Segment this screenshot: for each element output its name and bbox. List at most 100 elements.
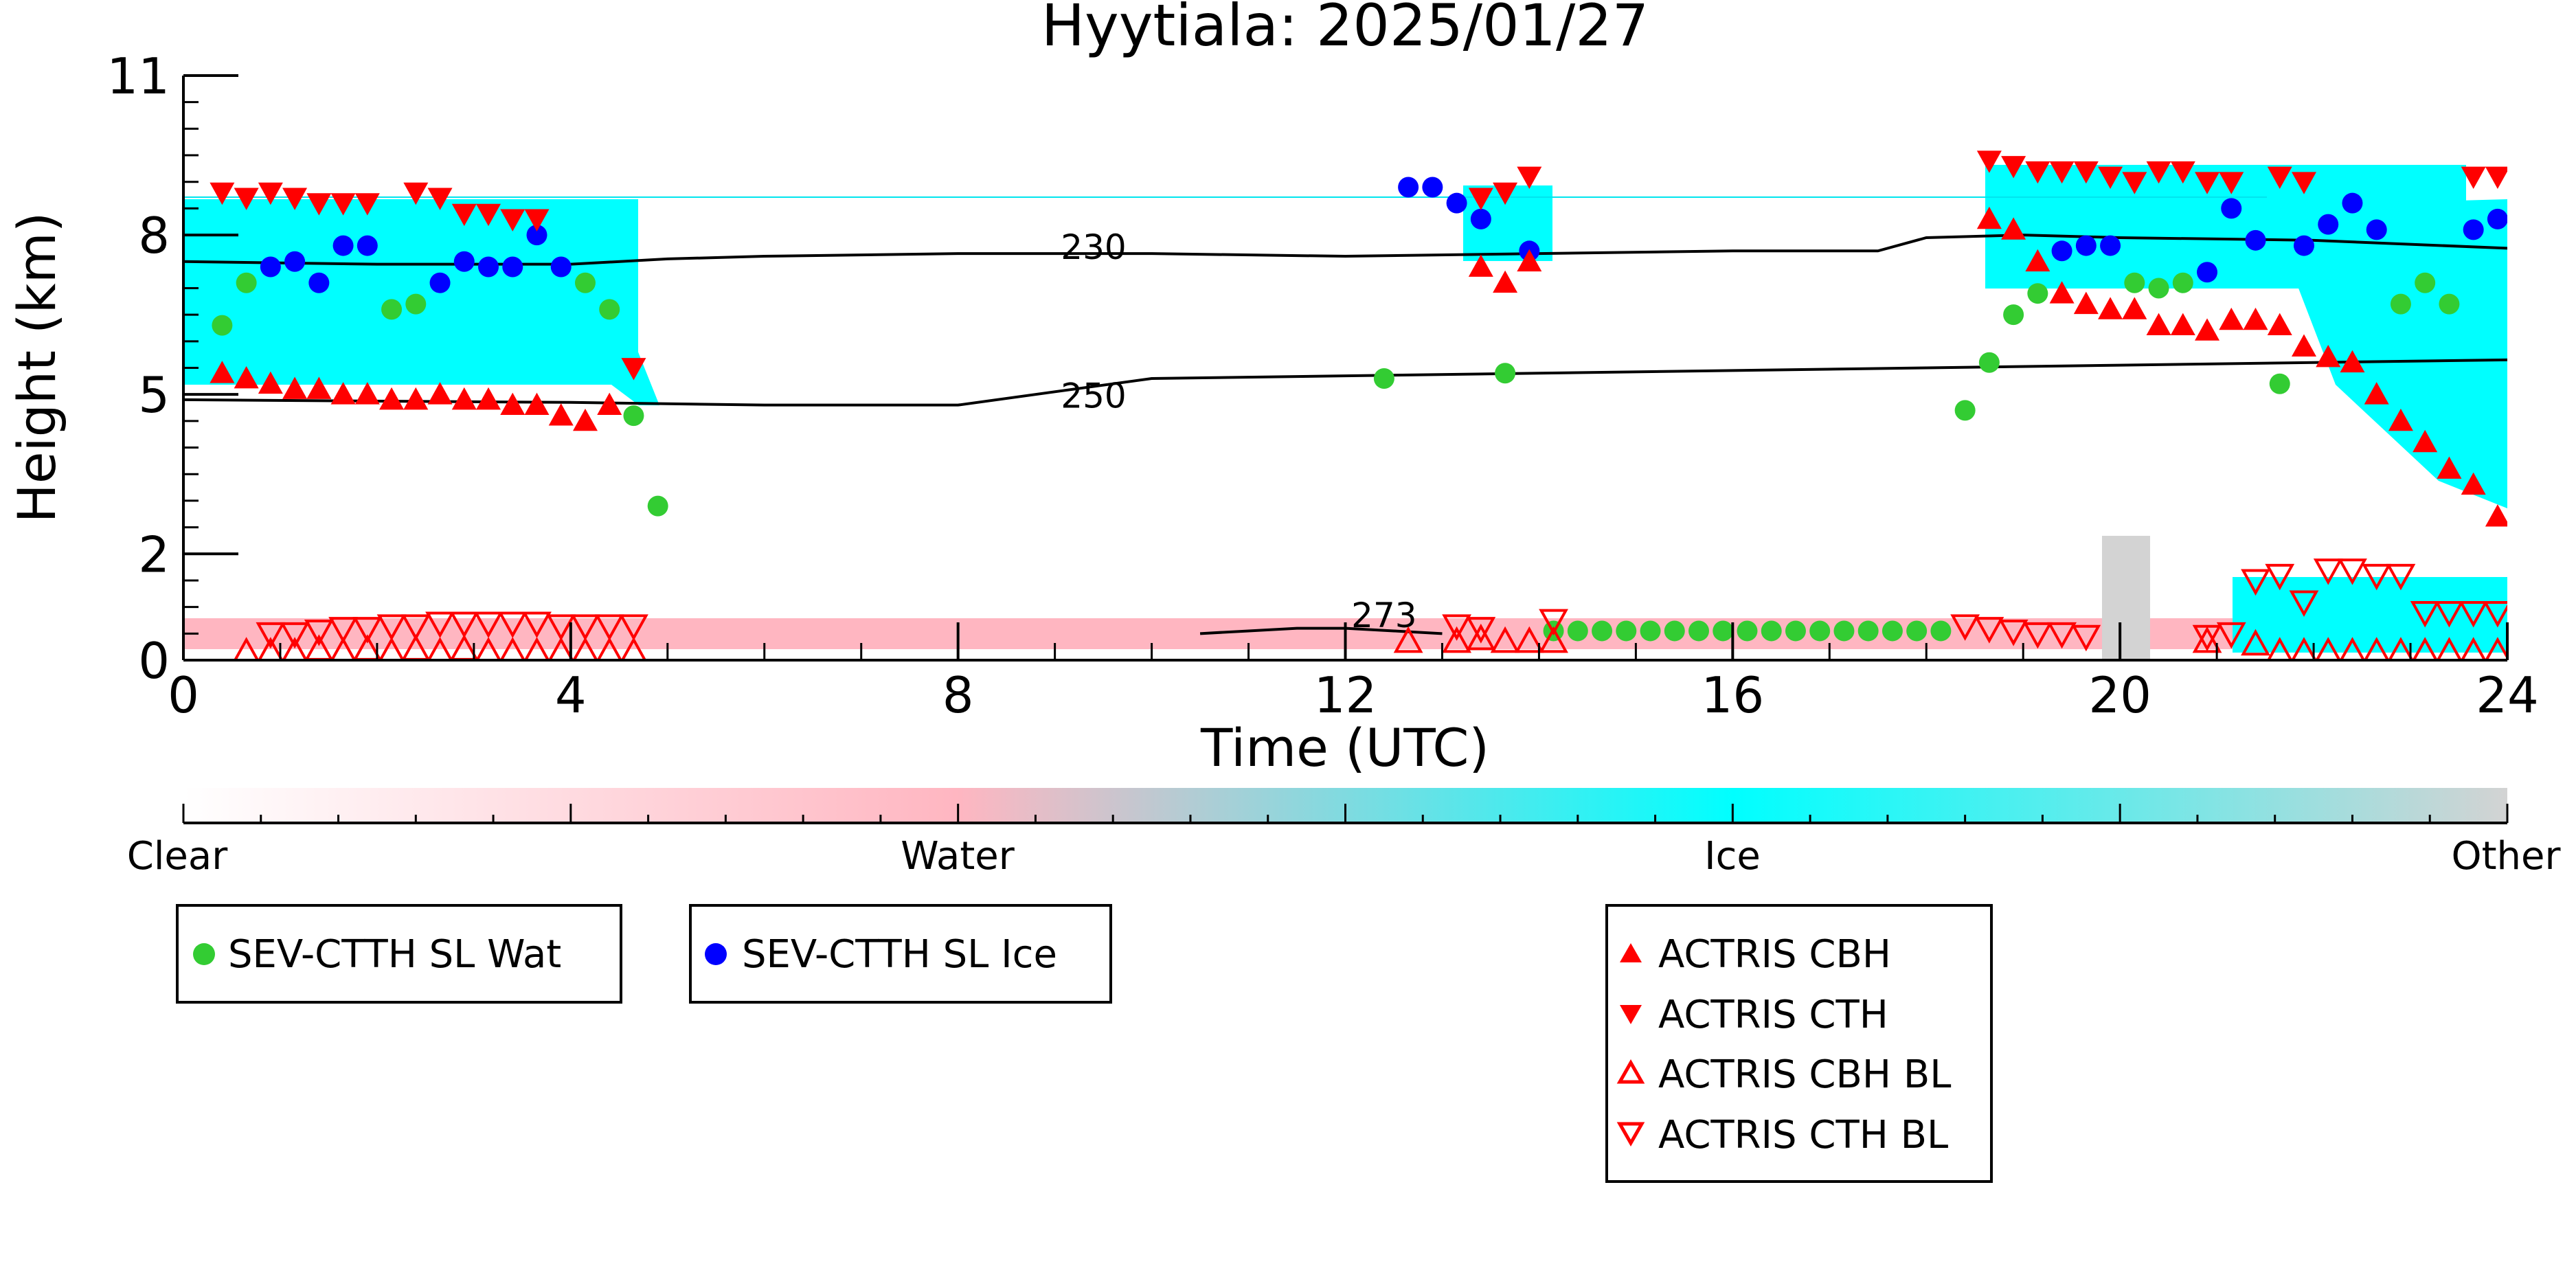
marker-actris-cth (330, 193, 356, 216)
marker-actris-cth-bl (570, 614, 600, 641)
marker-actris-cth-bl (1539, 609, 1568, 636)
marker-actris-cbh (379, 387, 405, 410)
marker-actris-cth-bl (376, 614, 407, 641)
marker-actris-cth (451, 203, 477, 227)
legend-label-actris-cbh-bl: ACTRIS CBH BL (1658, 1052, 1951, 1097)
marker-sev-ctth-sl-ice (260, 256, 281, 278)
marker-actris-cbh (2170, 313, 2195, 336)
marker-actris-cth (2146, 161, 2171, 184)
marker-sev-ctth-sl-ice (2075, 235, 2097, 256)
marker-sev-ctth-sl-wat (1373, 368, 1394, 389)
marker-sev-ctth-sl-ice (2342, 192, 2363, 214)
marker-sev-ctth-sl-ice (502, 256, 523, 278)
marker-sev-ctth-sl-wat (1761, 620, 1782, 642)
marker-actris-cth-bl (1466, 617, 1496, 644)
marker-actris-cbh-bl (1490, 626, 1520, 653)
marker-actris-cbh (1976, 206, 2002, 229)
marker-sev-ctth-sl-wat (1906, 620, 1928, 642)
legend-label-sev-wat: SEV-CTTH SL Wat (228, 932, 561, 977)
ice-cloud-region (2233, 577, 2507, 653)
colorbar-label-other: Other (2451, 834, 2561, 879)
marker-sev-ctth-sl-ice (2487, 208, 2507, 229)
marker-actris-cbh (1468, 254, 1493, 277)
marker-actris-cth (1976, 150, 2002, 173)
marker-sev-ctth-sl-ice (550, 256, 572, 278)
marker-actris-cbh (500, 392, 526, 416)
legend-label-actris-cth: ACTRIS CTH (1658, 993, 1888, 1037)
marker-actris-cth-bl (2071, 624, 2101, 652)
marker-sev-ctth-sl-wat (212, 315, 233, 336)
marker-actris-cth-bl (2434, 600, 2464, 628)
marker-actris-cth (2098, 166, 2123, 189)
marker-actris-cbh (2388, 408, 2413, 431)
marker-sev-ctth-sl-ice (1446, 192, 1467, 214)
marker-sev-ctth-sl-ice (357, 235, 378, 256)
x-tick-label: 24 (2476, 666, 2539, 724)
marker-actris-cth-bl (256, 622, 286, 649)
marker-actris-cbh-bl (572, 637, 598, 660)
marker-actris-cth (2049, 161, 2075, 184)
marker-actris-cbh (2219, 307, 2244, 330)
marker-actris-cbh (451, 387, 477, 410)
x-tick-label: 8 (942, 666, 974, 724)
marker-actris-cbh-bl (2315, 637, 2341, 660)
marker-actris-cth-bl (2265, 563, 2295, 591)
marker-actris-cbh (210, 361, 235, 383)
marker-sev-ctth-sl-ice (478, 256, 499, 278)
marker-actris-cth (2195, 172, 2220, 194)
marker-sev-ctth-sl-wat (1616, 620, 1637, 642)
marker-actris-cbh (2073, 291, 2099, 315)
marker-sev-ctth-sl-wat (1592, 620, 1613, 642)
marker-actris-cbh (2461, 472, 2486, 495)
marker-sev-ctth-sl-wat (1785, 620, 1806, 642)
marker-actris-cbh-bl (1514, 626, 1544, 653)
marker-sev-ctth-sl-ice (526, 225, 547, 246)
marker-actris-cth-bl (425, 611, 455, 638)
marker-actris-cth-bl (2483, 600, 2507, 628)
legend-marker-actris-cbh (1620, 943, 1642, 962)
marker-actris-cbh (234, 365, 259, 389)
marker-actris-cth (2267, 166, 2292, 189)
colorbar-ticks (182, 804, 2509, 823)
y-tick-label: 0 (138, 632, 170, 690)
legend-box-actris: ACTRIS CBH ACTRIS CTH ACTRIS CBH BL ACTR… (1605, 904, 1993, 1183)
x-axis-label: Time (UTC) (1200, 717, 1489, 778)
marker-actris-cth-bl (2338, 558, 2367, 585)
marker-sev-ctth-sl-wat (623, 405, 644, 427)
marker-actris-cbh (2195, 318, 2220, 341)
marker-actris-cbh (1493, 270, 1518, 293)
legend-marker-sev-wat (193, 943, 215, 965)
contour-line (1199, 626, 1443, 635)
contour-label: 273 (1351, 596, 1416, 635)
marker-actris-cth (2291, 172, 2316, 194)
marker-actris-cth (2219, 172, 2244, 194)
marker-actris-cbh (597, 392, 622, 416)
marker-actris-cth (354, 193, 380, 216)
marker-sev-ctth-sl-wat (1640, 620, 1661, 642)
marker-sev-ctth-sl-wat (1930, 620, 1952, 642)
marker-actris-cth (500, 209, 526, 231)
marker-actris-cth-bl (328, 617, 358, 644)
contour-label: 250 (1061, 376, 1126, 416)
marker-actris-cbh-bl (2388, 637, 2414, 660)
marker-actris-cth-bl (594, 614, 624, 641)
marker-actris-cbh-bl (523, 637, 550, 660)
legend-label-sev-ice: SEV-CTTH SL Ice (742, 932, 1057, 977)
marker-actris-cth (2461, 166, 2486, 189)
marker-actris-cbh (1517, 249, 1542, 272)
marker-sev-ctth-sl-wat (2027, 283, 2048, 304)
marker-actris-cth-bl (1442, 614, 1472, 641)
legend-marker-actris-cth-bl (1616, 1122, 1645, 1147)
marker-sev-ctth-sl-wat (1664, 620, 1685, 642)
marker-actris-cbh (524, 392, 550, 416)
data-markers (210, 150, 2507, 660)
marker-sev-ctth-sl-ice (1470, 208, 1491, 229)
marker-actris-cbh (2122, 297, 2147, 319)
marker-actris-cth (621, 358, 646, 381)
y-tick-label: 2 (138, 526, 170, 583)
marker-sev-ctth-sl-ice (2221, 198, 2242, 219)
x-tick-label: 20 (2088, 666, 2151, 724)
marker-sev-ctth-sl-wat (2172, 272, 2193, 293)
marker-actris-cbh-bl (427, 637, 453, 660)
